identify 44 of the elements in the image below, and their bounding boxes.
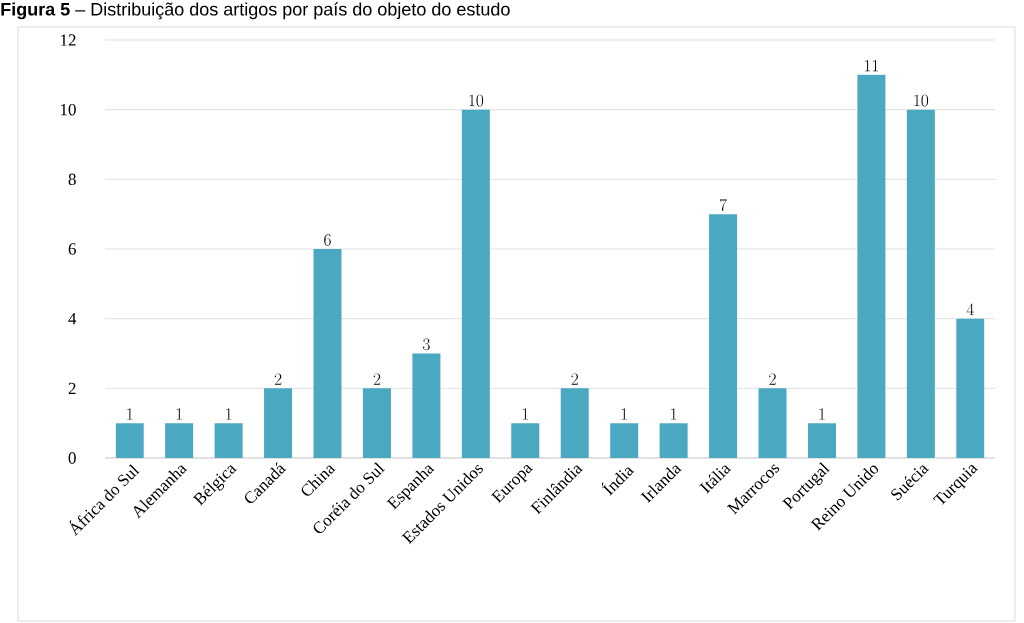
bar — [906, 109, 935, 458]
bar — [758, 388, 787, 458]
bar — [362, 388, 391, 458]
data-label: 1 — [226, 408, 232, 420]
bar — [709, 214, 738, 458]
data-label: 11 — [864, 59, 879, 72]
y-tick-label: 10 — [60, 103, 76, 116]
data-label: 3 — [423, 338, 430, 351]
bar — [560, 388, 589, 458]
data-label: 2 — [769, 373, 776, 385]
data-label: 2 — [571, 373, 578, 385]
bar — [807, 423, 836, 458]
bar — [214, 423, 243, 458]
chart-title: Figura 5 – Distribuição dos artigos por país do objeto do estudo — [1, 2, 510, 20]
bar — [412, 353, 441, 458]
data-label: 1 — [819, 408, 825, 420]
data-label: 10 — [914, 94, 929, 107]
data-label: 2 — [274, 373, 282, 385]
bar — [313, 249, 342, 458]
y-tick-label: 12 — [60, 34, 76, 46]
bar — [461, 109, 490, 458]
bar — [165, 423, 194, 458]
data-label: 1 — [127, 408, 133, 420]
bar — [659, 423, 688, 458]
bar — [264, 388, 293, 458]
data-label: 1 — [671, 408, 677, 420]
y-tick-label: 8 — [68, 173, 76, 186]
y-tick-label: 6 — [68, 243, 76, 255]
bar — [610, 423, 639, 458]
bar — [956, 318, 985, 458]
data-label: 1 — [522, 408, 528, 420]
data-label: 6 — [324, 234, 331, 246]
y-tick-label: 2 — [68, 382, 76, 394]
data-label: 10 — [469, 94, 484, 107]
data-label: 4 — [966, 303, 974, 316]
data-label: 1 — [176, 408, 182, 420]
bar — [857, 74, 886, 458]
y-tick-label: 0 — [68, 452, 76, 464]
y-tick-label: 4 — [68, 313, 77, 325]
bar — [511, 423, 540, 458]
data-label: 2 — [373, 373, 381, 385]
data-label: 1 — [621, 408, 627, 420]
bar — [115, 423, 144, 458]
data-label: 7 — [719, 198, 727, 211]
